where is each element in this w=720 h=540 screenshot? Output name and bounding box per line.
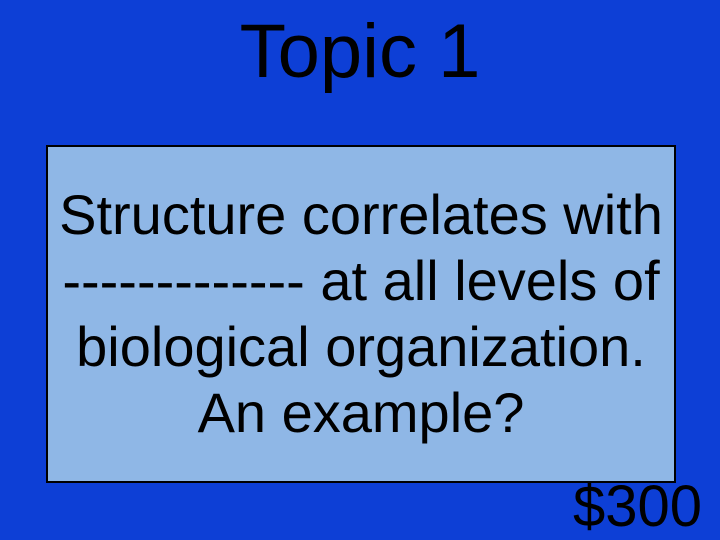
question-text: Structure correlates with ------------- … <box>52 182 670 446</box>
jeopardy-slide: Topic 1 Structure correlates with ------… <box>0 0 720 540</box>
dollar-value: $300 <box>573 473 702 540</box>
question-box: Structure correlates with ------------- … <box>46 145 676 483</box>
topic-title: Topic 1 <box>0 8 720 95</box>
